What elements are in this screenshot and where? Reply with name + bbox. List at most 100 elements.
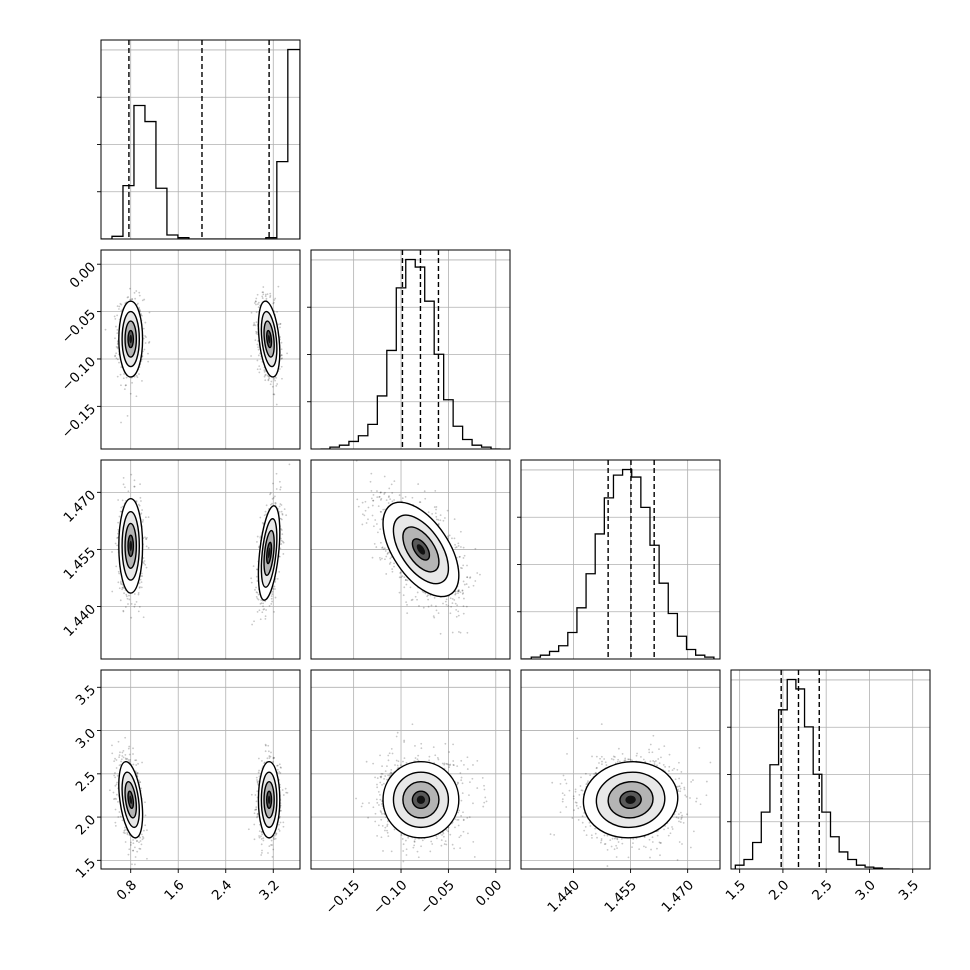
sample-point bbox=[125, 376, 128, 379]
sample-point bbox=[124, 841, 127, 843]
sample-point bbox=[117, 521, 120, 524]
sample-point bbox=[263, 608, 266, 610]
sample-point bbox=[288, 463, 291, 466]
sample-point bbox=[278, 511, 281, 513]
sample-point bbox=[126, 296, 129, 299]
sample-point bbox=[144, 536, 146, 539]
sample-point bbox=[116, 774, 119, 777]
sample-point bbox=[137, 302, 139, 305]
sample-point bbox=[250, 311, 253, 314]
sample-point bbox=[279, 322, 282, 325]
density-contour bbox=[129, 540, 133, 552]
sample-point bbox=[272, 588, 275, 590]
sample-point bbox=[147, 360, 150, 363]
sample-point bbox=[276, 764, 278, 767]
sample-point bbox=[116, 314, 119, 317]
sample-point bbox=[255, 311, 258, 314]
sample-point bbox=[465, 583, 468, 585]
sample-point bbox=[124, 826, 126, 829]
sample-point bbox=[133, 846, 136, 849]
sample-point bbox=[280, 539, 283, 542]
sample-point bbox=[131, 863, 133, 866]
sample-point bbox=[140, 512, 143, 515]
sample-point bbox=[113, 760, 116, 763]
sample-point bbox=[118, 361, 120, 364]
sample-point bbox=[276, 768, 279, 771]
sample-point bbox=[275, 833, 278, 836]
sample-point bbox=[253, 620, 255, 623]
sample-point bbox=[388, 495, 390, 498]
sample-point bbox=[119, 599, 122, 602]
sample-point bbox=[253, 302, 256, 304]
sample-point bbox=[273, 585, 276, 588]
sample-point bbox=[461, 593, 464, 595]
sample-point bbox=[135, 500, 138, 503]
sample-point bbox=[122, 610, 125, 613]
sample-point bbox=[268, 604, 271, 607]
sample-point bbox=[132, 849, 135, 852]
sample-point bbox=[273, 834, 276, 837]
histogram-2 bbox=[522, 460, 715, 659]
sample-point bbox=[391, 570, 394, 573]
sample-point bbox=[264, 510, 267, 513]
sample-point bbox=[257, 303, 259, 306]
sample-point bbox=[280, 504, 283, 506]
sample-point bbox=[115, 325, 117, 328]
sample-point bbox=[262, 605, 264, 608]
sample-point bbox=[141, 575, 144, 577]
sample-point bbox=[385, 573, 388, 575]
sample-point bbox=[138, 605, 141, 608]
sample-point bbox=[271, 593, 274, 596]
density-contour bbox=[267, 334, 271, 344]
sample-point bbox=[255, 808, 258, 811]
sample-point bbox=[115, 565, 118, 568]
sample-point bbox=[113, 774, 116, 777]
sample-point bbox=[256, 610, 259, 613]
sample-point bbox=[257, 346, 259, 349]
sample-point bbox=[134, 856, 137, 858]
sample-point bbox=[258, 775, 261, 778]
sample-point bbox=[120, 384, 122, 387]
sample-point bbox=[136, 871, 138, 873]
sample-point bbox=[257, 598, 260, 601]
sample-point bbox=[264, 379, 267, 382]
sample-point bbox=[114, 821, 117, 824]
sample-point bbox=[123, 829, 126, 832]
sample-point bbox=[124, 736, 127, 739]
density-panel-1-0 bbox=[104, 285, 288, 424]
sample-point bbox=[255, 303, 257, 306]
sample-point bbox=[279, 326, 281, 329]
sample-point bbox=[140, 833, 143, 836]
sample-point bbox=[125, 384, 127, 387]
sample-point bbox=[278, 505, 281, 508]
sample-point bbox=[114, 776, 117, 779]
sample-point bbox=[281, 512, 284, 515]
sample-point bbox=[145, 537, 147, 540]
sample-point bbox=[257, 593, 260, 596]
sample-point bbox=[138, 373, 140, 375]
sample-point bbox=[112, 791, 115, 794]
sample-point bbox=[138, 294, 141, 297]
panel-frame bbox=[100, 39, 301, 240]
sample-point bbox=[124, 606, 127, 608]
sample-point bbox=[453, 518, 456, 521]
grid-lines bbox=[731, 679, 930, 823]
sample-point bbox=[273, 838, 276, 841]
sample-point bbox=[265, 504, 268, 507]
sample-point bbox=[116, 544, 119, 547]
sample-point bbox=[269, 292, 272, 295]
sample-point bbox=[263, 375, 266, 378]
sample-point bbox=[281, 357, 283, 360]
sample-point bbox=[399, 572, 402, 574]
sample-point bbox=[111, 752, 114, 755]
sample-point bbox=[145, 545, 148, 548]
sample-point bbox=[278, 830, 281, 832]
sample-point bbox=[270, 839, 273, 842]
grid-lines bbox=[311, 259, 510, 403]
sample-point bbox=[264, 750, 267, 753]
sample-point bbox=[274, 502, 277, 504]
sample-point bbox=[281, 540, 284, 543]
sample-point bbox=[115, 357, 118, 360]
sample-point bbox=[116, 781, 118, 784]
sample-point bbox=[278, 823, 280, 826]
